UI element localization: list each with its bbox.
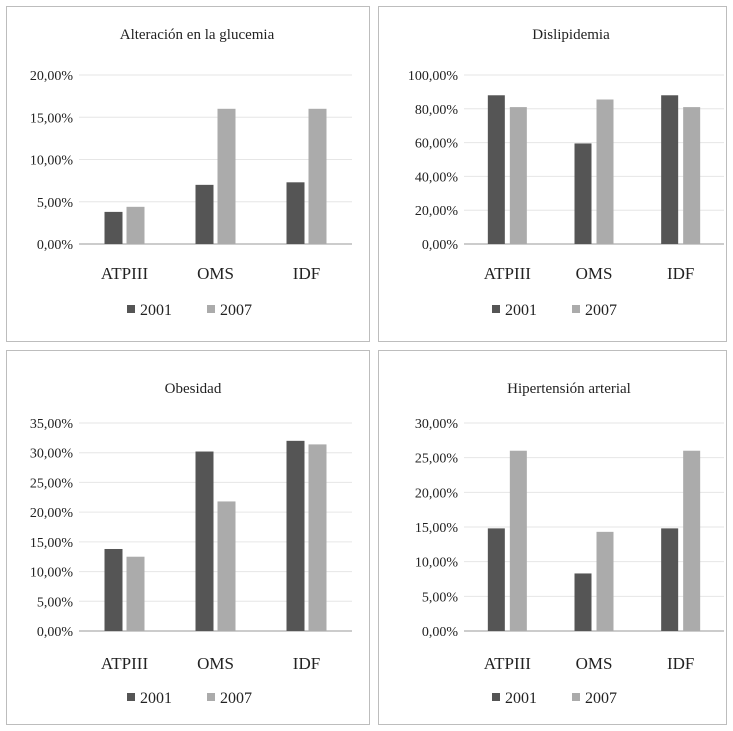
y-tick-label: 5,00% [37, 196, 74, 211]
x-category-label: ATPIII [484, 264, 532, 283]
bar-2001-atpiii [487, 528, 505, 631]
y-tick-label: 20,00% [415, 204, 459, 219]
y-tick-label: 20,00% [30, 506, 74, 521]
y-tick-label: 15,00% [415, 521, 459, 536]
y-tick-label: 80,00% [415, 103, 459, 118]
y-tick-label: 10,00% [30, 566, 74, 581]
legend-swatch-2007 [207, 693, 215, 701]
bar-2001-oms [195, 184, 214, 244]
y-tick-label: 30,00% [30, 447, 74, 462]
legend-label-2007: 2007 [220, 690, 252, 707]
bar-2007-atpiii [509, 450, 527, 631]
y-tick-label: 35,00% [30, 417, 74, 432]
y-tick-label: 10,00% [30, 154, 74, 169]
bar-2007-oms [217, 501, 236, 631]
x-category-label: OMS [197, 264, 234, 283]
legend-swatch-2001 [492, 693, 500, 701]
legend-swatch-2001 [492, 305, 500, 313]
legend-swatch-2007 [207, 305, 215, 313]
chart-glucemia: Alteración en la glucemia 0,00% 5,00% 10,0… [30, 27, 352, 319]
bar-2007-oms [596, 99, 614, 244]
legend-label-2001: 2001 [140, 690, 172, 707]
y-tick-label: 30,00% [415, 417, 459, 432]
bar-2001-idf [661, 95, 679, 244]
y-tick-label: 15,00% [30, 536, 74, 551]
bar-2001-oms [574, 573, 592, 631]
bar-2007-idf [683, 450, 701, 631]
chart-title: Hipertensión arterial [507, 381, 631, 397]
x-category-label: IDF [293, 654, 320, 673]
x-category-label: IDF [293, 264, 320, 283]
legend-swatch-2001 [127, 693, 135, 701]
y-tick-label: 10,00% [415, 556, 459, 571]
bar-2007-atpiii [126, 556, 145, 631]
x-category-label: ATPIII [484, 654, 532, 673]
y-tick-label: 60,00% [415, 137, 459, 152]
bar-2007-idf [308, 108, 327, 244]
bar-2001-idf [286, 440, 305, 631]
bar-2001-idf [661, 528, 679, 631]
y-tick-label: 20,00% [30, 69, 74, 84]
chart-title: Obesidad [165, 381, 222, 397]
bar-2007-oms [217, 108, 236, 244]
legend-label-2001: 2001 [505, 690, 537, 707]
x-category-label: OMS [576, 654, 613, 673]
bar-2007-oms [596, 531, 614, 631]
legend-label-2001: 2001 [505, 302, 537, 319]
legend-swatch-2001 [127, 305, 135, 313]
bar-2007-idf [683, 107, 701, 244]
chart-obesidad: Obesidad 0,00% 5,00% 10,00% 15,00% 20,00% 25,… [30, 381, 352, 707]
legend-swatch-2007 [572, 693, 580, 701]
x-category-label: OMS [197, 654, 234, 673]
chart-hipertension: Hipertensión arterial 0,00% 5,00% 10,00% 15… [415, 381, 724, 707]
chart-title: Alteración en la glucemia [120, 27, 275, 43]
y-tick-label: 5,00% [37, 595, 74, 610]
bar-2001-oms [195, 451, 214, 631]
legend-label-2007: 2007 [585, 690, 617, 707]
bar-2007-atpiii [509, 107, 527, 244]
x-category-label: ATPIII [101, 264, 149, 283]
chart-dislipidemia: Dislipidemia 0,00% 20,00% 40,00% 60,00% 80,0… [408, 27, 724, 319]
legend-label-2007: 2007 [220, 302, 252, 319]
chart-panel-dislipidemia: Dislipidemia 0,00% 20,00% 40,00% 60,00% 80,0… [378, 6, 727, 342]
bar-2001-atpiii [487, 95, 505, 244]
x-category-label: IDF [667, 654, 694, 673]
y-tick-label: 20,00% [415, 486, 459, 501]
bar-2001-atpiii [104, 211, 123, 244]
legend-label-2007: 2007 [585, 302, 617, 319]
y-tick-label: 25,00% [30, 476, 74, 491]
x-category-label: OMS [576, 264, 613, 283]
x-category-label: ATPIII [101, 654, 149, 673]
y-tick-label: 100,00% [408, 69, 459, 84]
y-tick-label: 0,00% [422, 238, 459, 253]
bar-2001-idf [286, 182, 305, 244]
chart-panel-glucemia: Alteración en la glucemia 0,00% 5,00% 10,0… [6, 6, 370, 342]
y-tick-label: 25,00% [415, 452, 459, 467]
bar-2001-oms [574, 143, 592, 244]
legend-swatch-2007 [572, 305, 580, 313]
bar-2001-atpiii [104, 548, 123, 631]
y-tick-label: 40,00% [415, 170, 459, 185]
y-tick-label: 15,00% [30, 111, 74, 126]
y-tick-label: 0,00% [37, 625, 74, 640]
y-tick-label: 0,00% [37, 238, 74, 253]
chart-panel-obesidad: Obesidad 0,00% 5,00% 10,00% 15,00% 20,00% 25,… [6, 350, 370, 725]
bar-2007-idf [308, 444, 327, 631]
y-tick-label: 5,00% [422, 590, 459, 605]
chart-panel-hipertension: Hipertensión arterial 0,00% 5,00% 10,00% 15… [378, 350, 727, 725]
chart-title: Dislipidemia [532, 27, 610, 43]
legend-label-2001: 2001 [140, 302, 172, 319]
x-category-label: IDF [667, 264, 694, 283]
bar-2007-atpiii [126, 206, 145, 244]
y-tick-label: 0,00% [422, 625, 459, 640]
